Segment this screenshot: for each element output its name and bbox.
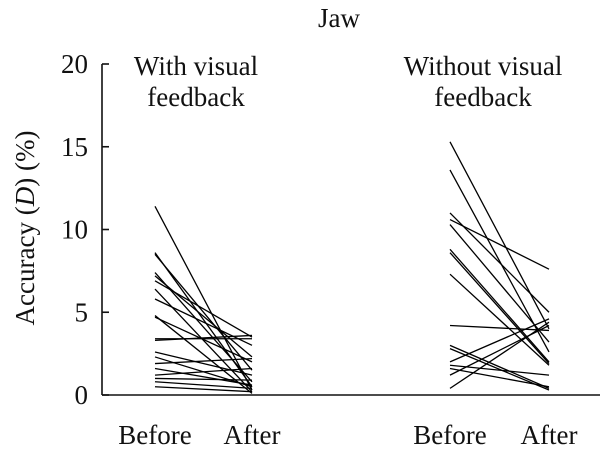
category-label: After	[521, 420, 578, 450]
group-label: Without visual	[404, 51, 563, 81]
category-label: Before	[118, 420, 191, 450]
y-tick-label: 15	[61, 132, 88, 162]
subject-line	[449, 367, 550, 388]
group-label: feedback	[147, 82, 245, 112]
y-axis-ticks: 0 5 10 15 20	[61, 49, 109, 410]
subject-line	[154, 367, 253, 376]
subject-line	[449, 224, 550, 343]
category-label: After	[224, 420, 281, 450]
subject-line	[449, 141, 550, 330]
y-axis-label: Accuracy (D) (%)	[10, 131, 40, 326]
subject-line	[449, 321, 550, 389]
subject-line	[449, 212, 550, 313]
subject-line	[154, 253, 253, 371]
subject-line	[154, 334, 253, 342]
series-lines	[154, 141, 550, 394]
subject-line	[449, 324, 550, 376]
y-tick-label: 0	[75, 380, 89, 410]
subject-line	[449, 218, 550, 270]
subject-line	[449, 324, 550, 332]
subject-line	[449, 252, 550, 364]
group-label: feedback	[434, 82, 532, 112]
y-tick-label: 10	[61, 215, 88, 245]
subject-line	[154, 280, 253, 338]
subject-line	[154, 252, 253, 388]
subject-line	[154, 275, 253, 358]
subject-line	[154, 298, 253, 346]
subject-line	[154, 367, 253, 386]
subject-line	[449, 344, 550, 389]
subject-line	[449, 273, 550, 366]
chart-title: Jaw	[318, 3, 360, 33]
subject-line	[154, 351, 253, 376]
subject-line	[449, 248, 550, 363]
y-tick-label: 5	[75, 297, 89, 327]
subject-line	[154, 357, 253, 365]
group-label: With visual	[134, 51, 258, 81]
subject-line	[154, 386, 253, 393]
category-label: Before	[413, 420, 486, 450]
subject-line	[154, 316, 253, 363]
subject-line	[154, 377, 253, 381]
category-labels: Before After Before After	[118, 420, 577, 450]
subject-line	[449, 318, 550, 363]
y-tick-label: 20	[61, 49, 88, 79]
subject-line	[154, 381, 253, 390]
